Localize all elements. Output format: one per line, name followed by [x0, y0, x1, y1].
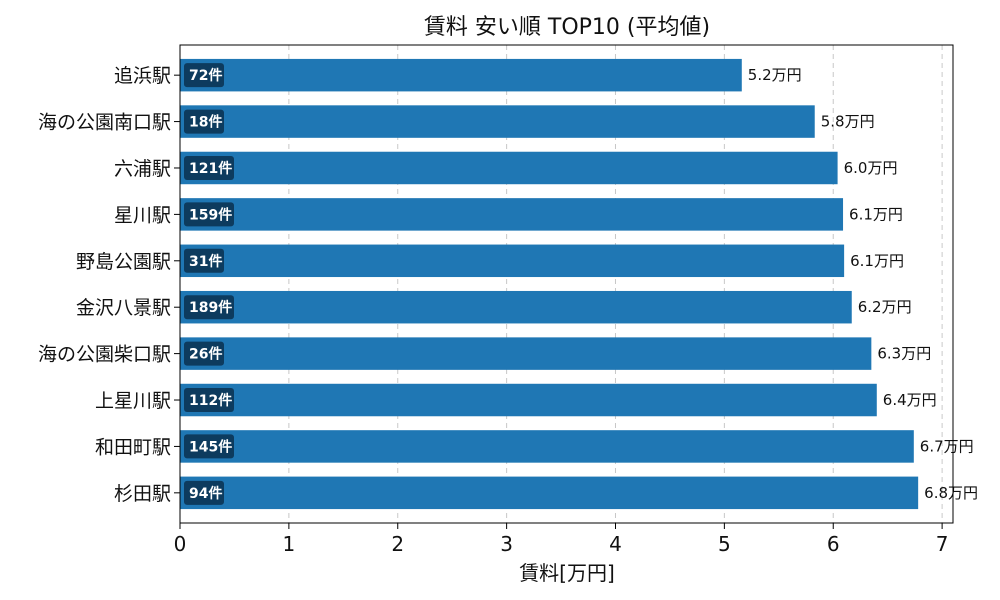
count-badge	[184, 109, 224, 134]
x-tick-label: 6	[827, 532, 840, 556]
count-label: 159件	[189, 206, 232, 223]
count-label: 18件	[189, 114, 222, 131]
bar	[180, 290, 852, 324]
bars-group: 5.2万円 72件 5.8万円 18件 6.0万円 121件 6.1万円 159件 6.1万円 3…	[180, 58, 978, 510]
count-label: 94件	[189, 485, 222, 502]
count-label: 112件	[189, 392, 232, 409]
bar	[180, 198, 844, 231]
count-badge	[184, 341, 224, 366]
value-label: 6.0万円	[844, 159, 898, 177]
value-label: 6.4万円	[883, 391, 937, 409]
bar	[180, 430, 914, 463]
bar	[180, 105, 815, 138]
x-tick-label: 2	[391, 532, 404, 556]
y-tick-label: 星川駅	[114, 204, 171, 226]
y-tick-label: 和田町駅	[95, 436, 171, 458]
count-badge	[184, 295, 234, 320]
bar	[180, 244, 845, 278]
x-axis-label: 賃料[万円]	[519, 561, 615, 585]
chart-title: 賃料 安い順 TOP10 (平均値)	[424, 15, 710, 40]
bar	[180, 58, 742, 92]
count-badge	[184, 248, 224, 273]
x-tick-label: 4	[609, 532, 622, 556]
count-label: 72件	[189, 67, 222, 84]
x-tick-label: 1	[283, 532, 296, 556]
bar	[180, 337, 872, 370]
x-axis-ticks: 0 1 2 3 4 5 6 7	[174, 523, 949, 556]
value-label: 5.8万円	[821, 113, 875, 131]
bar	[180, 476, 919, 510]
value-label: 5.2万円	[748, 66, 802, 84]
count-badge	[184, 388, 234, 413]
x-tick-label: 5	[718, 532, 731, 556]
y-tick-label: 六浦駅	[114, 158, 171, 180]
value-label: 6.1万円	[849, 205, 903, 223]
value-label: 6.7万円	[920, 437, 974, 455]
y-tick-label: 追浜駅	[114, 65, 171, 87]
plot-frame	[179, 44, 954, 524]
count-label: 121件	[189, 160, 232, 177]
count-label: 31件	[189, 253, 222, 270]
bar	[180, 383, 877, 417]
x-tick-label: 0	[174, 532, 187, 556]
count-label: 26件	[189, 346, 222, 363]
count-badge	[184, 63, 224, 88]
count-badge	[184, 434, 234, 459]
y-tick-label: 海の公園柴口駅	[38, 344, 171, 366]
y-tick-label: 金沢八景駅	[76, 297, 171, 319]
count-badge	[184, 480, 224, 505]
value-label: 6.1万円	[850, 252, 904, 270]
count-badge	[184, 155, 234, 180]
bar	[180, 151, 838, 185]
y-tick-label: 杉田駅	[114, 483, 171, 505]
x-tick-label: 7	[936, 532, 949, 556]
y-tick-label: 上星川駅	[95, 390, 171, 412]
count-label: 145件	[189, 438, 232, 455]
value-label: 6.3万円	[877, 345, 931, 363]
count-badge	[184, 202, 234, 227]
value-label: 6.8万円	[924, 484, 978, 502]
y-tick-label: 海の公園南口駅	[38, 112, 171, 134]
y-tick-label: 野島公園駅	[76, 251, 171, 273]
x-tick-label: 3	[500, 532, 513, 556]
count-label: 189件	[189, 299, 232, 316]
y-axis-categories: 追浜駅海の公園南口駅六浦駅星川駅野島公園駅金沢八景駅海の公園柴口駅上星川駅和田町…	[38, 65, 180, 505]
value-label: 6.2万円	[858, 298, 912, 316]
